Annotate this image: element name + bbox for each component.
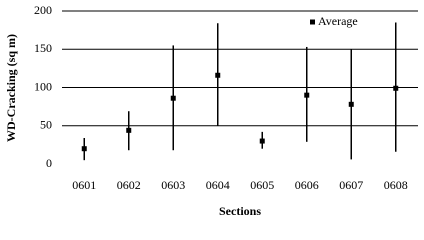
x-tick-label: 0607 <box>339 178 363 192</box>
y-tick-label: 0 <box>46 156 52 170</box>
y-axis-title: WD-Cracking (sq m) <box>4 34 18 142</box>
average-marker <box>393 85 399 91</box>
x-tick-label: 0606 <box>295 178 319 192</box>
x-tick-label: 0602 <box>117 178 141 192</box>
legend-marker <box>310 19 315 25</box>
x-tick-label: 0605 <box>250 178 274 192</box>
x-tick-label: 0608 <box>384 178 408 192</box>
y-tick-label: 100 <box>34 79 52 93</box>
x-tick-label: 0603 <box>161 178 185 192</box>
y-tick-label: 200 <box>34 3 52 17</box>
legend-label: Average <box>318 14 358 28</box>
x-axis-title: Sections <box>219 204 261 218</box>
average-marker <box>304 92 310 98</box>
x-tick-label: 0601 <box>72 178 96 192</box>
chart: Sections WD-Cracking (sq m) 0 50 100 150 200… <box>4 3 418 218</box>
average-marker <box>126 127 132 133</box>
y-tick-label: 50 <box>40 118 52 132</box>
x-tick-label: 0604 <box>206 178 230 192</box>
average-marker <box>259 138 265 144</box>
average-marker <box>81 146 87 152</box>
y-tick-label: 150 <box>34 41 52 55</box>
average-marker <box>170 95 176 101</box>
average-marker <box>348 101 354 107</box>
average-marker <box>215 72 221 78</box>
